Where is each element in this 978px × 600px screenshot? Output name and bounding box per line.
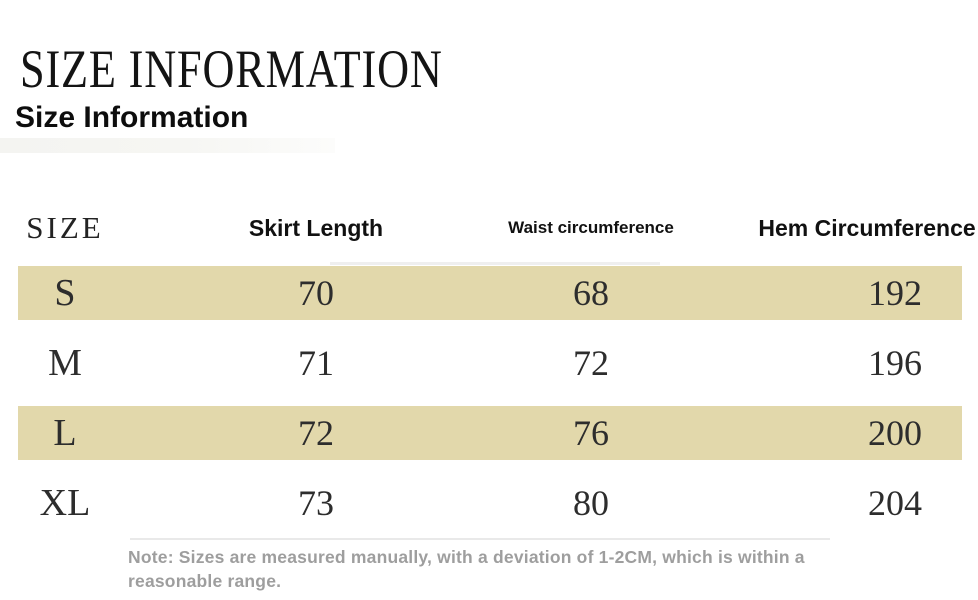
faded-line-artifact-bottom: [130, 538, 830, 540]
column-header-skirt-length: Skirt Length: [248, 215, 384, 241]
page-title: SIZE INFORMATION: [20, 39, 443, 99]
cell-skirt-length: 73: [298, 483, 334, 523]
table-row: S 70 68 192: [18, 258, 962, 328]
column-header-hem-circumference: Hem Circumference: [758, 215, 976, 241]
cell-waist-circumference: 76: [573, 413, 609, 453]
size-table: SIZE Skirt Length Waist circumference He…: [18, 203, 976, 538]
cell-size-label: XL: [39, 482, 91, 524]
faded-line-artifact-top: [330, 262, 660, 265]
cell-waist-circumference: 80: [573, 483, 609, 523]
cell-skirt-length: 71: [298, 343, 334, 383]
table-body: S 70 68 192 M 71 72 196 L 72 76 200 XL 7…: [18, 258, 962, 538]
cell-hem-circumference: 192: [868, 273, 922, 313]
table-row: L 72 76 200: [18, 398, 962, 468]
column-header-size: SIZE: [26, 210, 104, 245]
faded-text-artifact: [0, 138, 335, 153]
column-header-waist-circumference: Waist circumference: [508, 218, 674, 237]
cell-skirt-length: 70: [298, 273, 334, 313]
cell-hem-circumference: 204: [868, 483, 922, 523]
cell-hem-circumference: 200: [868, 413, 922, 453]
cell-size-label: S: [54, 272, 76, 314]
page-subtitle: Size Information: [15, 101, 249, 134]
cell-waist-circumference: 72: [573, 343, 609, 383]
note-text: Note: Sizes are measured manually, with …: [128, 547, 805, 591]
table-row: M 71 72 196: [18, 328, 962, 398]
cell-size-label: L: [53, 412, 77, 454]
table-header-row: SIZE Skirt Length Waist circumference He…: [18, 203, 975, 258]
cell-hem-circumference: 196: [868, 343, 922, 383]
cell-size-label: M: [48, 342, 82, 384]
cell-skirt-length: 72: [298, 413, 334, 453]
table-row: XL 73 80 204: [18, 468, 962, 538]
cell-waist-circumference: 68: [573, 273, 609, 313]
